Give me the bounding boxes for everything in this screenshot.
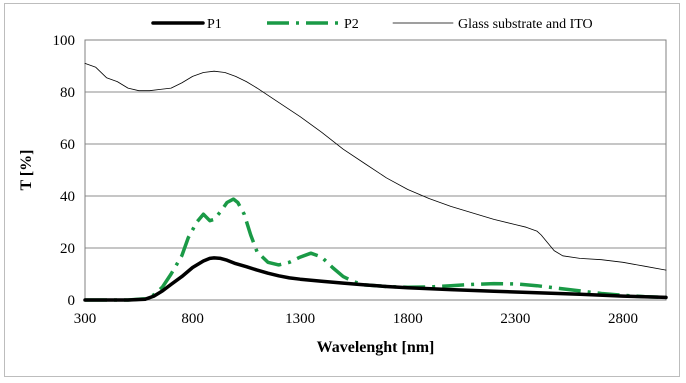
legend-label: P1 <box>207 17 222 32</box>
x-tick-label: 800 <box>181 311 204 327</box>
y-tick-label: 0 <box>68 293 76 309</box>
line-chart: 0 20 40 60 80 100 300 800 1300 1800 2300 2800 Wave… <box>18 17 668 356</box>
series-line-glass-substrate-and-ito <box>84 63 667 271</box>
legend-label: Glass substrate and ITO <box>458 17 593 32</box>
y-tick-labels: 0 20 40 60 80 100 <box>53 33 76 309</box>
series-line-p2 <box>85 197 667 302</box>
legend: P1 P2 Glass substrate and ITO <box>151 17 593 32</box>
x-tick-label: 1800 <box>393 311 423 327</box>
y-tick-label: 60 <box>60 137 75 153</box>
chart-frame: 0 20 40 60 80 100 300 800 1300 1800 2300 2800 Wave… <box>4 3 680 377</box>
y-tick-label: 100 <box>53 33 76 49</box>
gridlines <box>85 39 666 301</box>
plot-area <box>84 39 667 301</box>
y-tick-label: 40 <box>60 189 75 205</box>
x-tick-label: 2800 <box>608 311 638 327</box>
x-tick-label: 1300 <box>285 311 315 327</box>
series-lines <box>83 63 668 302</box>
y-axis-title: T [%] <box>18 149 35 190</box>
x-tick-labels: 300 800 1300 1800 2300 2800 <box>74 311 638 327</box>
series-line-p1 <box>83 256 668 302</box>
x-tick-label: 2300 <box>500 311 530 327</box>
x-tick-label: 300 <box>74 311 97 327</box>
legend-label: P2 <box>344 17 359 32</box>
y-tick-label: 20 <box>60 241 75 257</box>
y-tick-label: 80 <box>60 85 75 101</box>
x-axis-title: Wavelenght [nm] <box>317 339 435 356</box>
